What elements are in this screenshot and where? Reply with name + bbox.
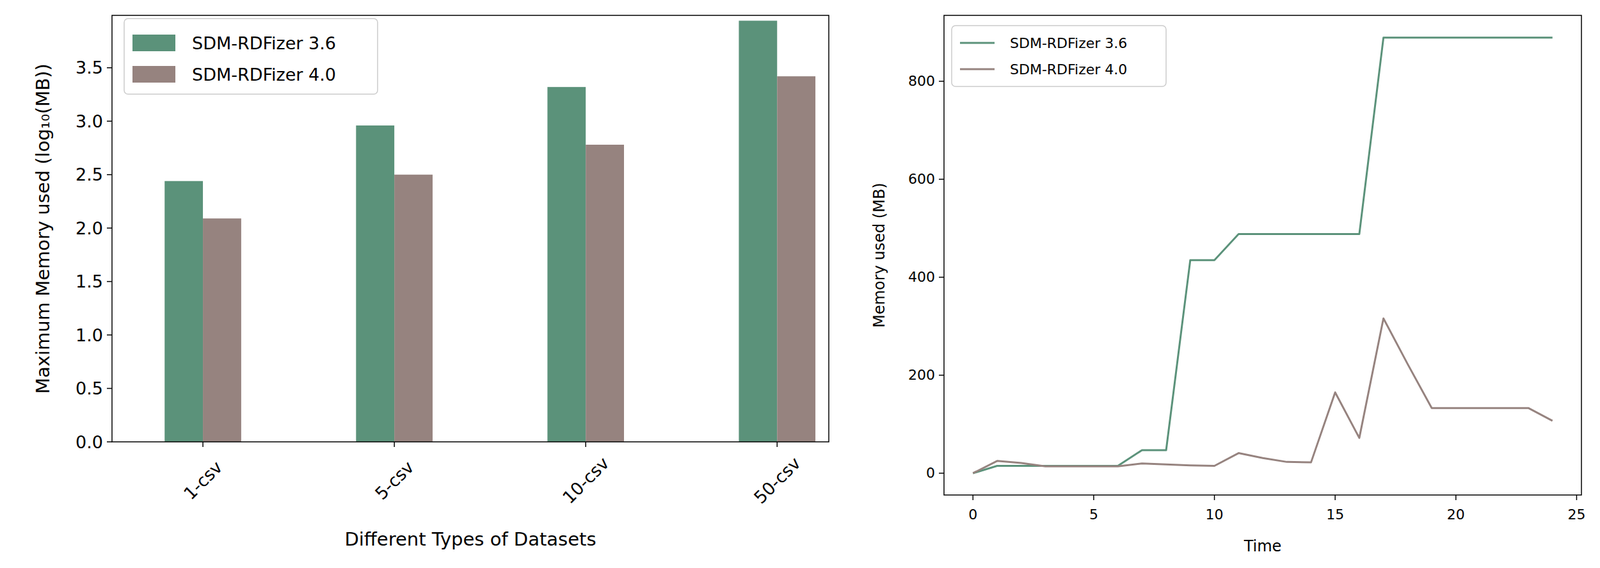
bar [776,76,816,442]
x-tick [1334,494,1336,500]
y-axis-label: Maximum Memory used (log₁₀(MB)) [32,63,54,394]
x-tick-label: 10-csv [558,453,614,508]
y-tick-label: 1.5 [75,271,104,292]
bar [585,144,624,442]
legend-label: SDM-RDFizer 3.6 [192,33,336,54]
legend-swatch [132,65,176,83]
y-tick [938,178,944,180]
y-tick [106,120,112,122]
chart: 0 200 400 600 800 0 5 10 15 20 25 Time Memory used (… [870,15,1586,555]
y-axis-label: Memory used (MB) [870,182,889,328]
legend-swatch [960,42,995,45]
bar [355,125,395,442]
x-tick-label: 5 [1089,506,1099,523]
x-tick-label: 15 [1326,506,1344,523]
x-tick [202,441,204,447]
y-tick [938,472,944,474]
legend: SDM-RDFizer 3.6 SDM-RDFizer 4.0 [124,18,378,95]
y-tick-label: 2.0 [75,218,104,239]
legend: SDM-RDFizer 3.6 SDM-RDFizer 4.0 [951,25,1167,87]
x-tick [1576,494,1578,500]
bar [738,20,777,442]
legend-swatch [132,34,176,52]
bar [164,181,203,442]
x-tick [972,494,975,500]
x-tick-label: 0 [968,506,978,523]
legend-label: SDM-RDFizer 3.6 [1009,35,1128,52]
y-tick-label: 0 [926,464,936,481]
y-tick [106,67,112,69]
x-axis-label: Time [1243,536,1282,555]
legend-label: SDM-RDFizer 4.0 [1009,61,1128,78]
x-tick-label: 5-csv [371,456,418,504]
x-tick [776,441,779,447]
legend-box [951,25,1167,87]
legend-label: SDM-RDFizer 4.0 [192,64,336,85]
y-tick-label: 3.0 [75,111,104,132]
x-tick [1455,494,1457,500]
y-tick-label: 2.5 [75,164,104,185]
y-tick-label: 400 [908,268,936,285]
frame [112,15,829,442]
x-tick [393,441,395,447]
x-axis-label: Different Types of Datasets [344,528,596,550]
x-tick-label: 10 [1205,506,1224,523]
frame [944,15,1582,495]
figure: 0.0 0.5 1.0 1.5 2.0 2.5 3.0 3.5 1-csv 5-csv 10-csv… [0,0,1600,568]
y-tick [106,227,112,229]
y-tick-label: 800 [908,72,936,89]
legend-box [124,18,378,95]
x-tick [584,441,587,447]
x-tick-label: 20 [1447,506,1465,523]
x-tick-label: 25 [1567,506,1586,523]
y-tick [106,334,112,336]
plot-area [972,37,1552,473]
bar [202,218,242,442]
legend-swatch [960,68,995,71]
bar [394,174,433,442]
plot-area [164,20,816,442]
y-tick-label: 0.5 [75,378,104,399]
y-tick [106,387,112,390]
x-tick-label: 1-csv [179,456,227,504]
line [972,318,1552,473]
x-tick [1214,494,1216,500]
y-tick [106,280,112,283]
y-tick-label: 0.0 [75,432,104,452]
y-tick [938,374,944,376]
y-tick-label: 1.0 [75,325,104,345]
y-tick [106,174,112,176]
y-tick-label: 600 [908,170,936,187]
y-tick [938,80,944,82]
x-tick-label: 50-csv [750,453,805,508]
y-tick [938,276,944,278]
y-tick-label: 3.5 [75,57,104,78]
y-tick-label: 200 [908,366,936,383]
bar [547,87,586,442]
line [972,37,1552,473]
y-tick [106,440,112,443]
chart: 0.0 0.5 1.0 1.5 2.0 2.5 3.0 3.5 1-csv 5-csv 10-csv… [32,15,829,550]
x-tick [1093,494,1095,500]
